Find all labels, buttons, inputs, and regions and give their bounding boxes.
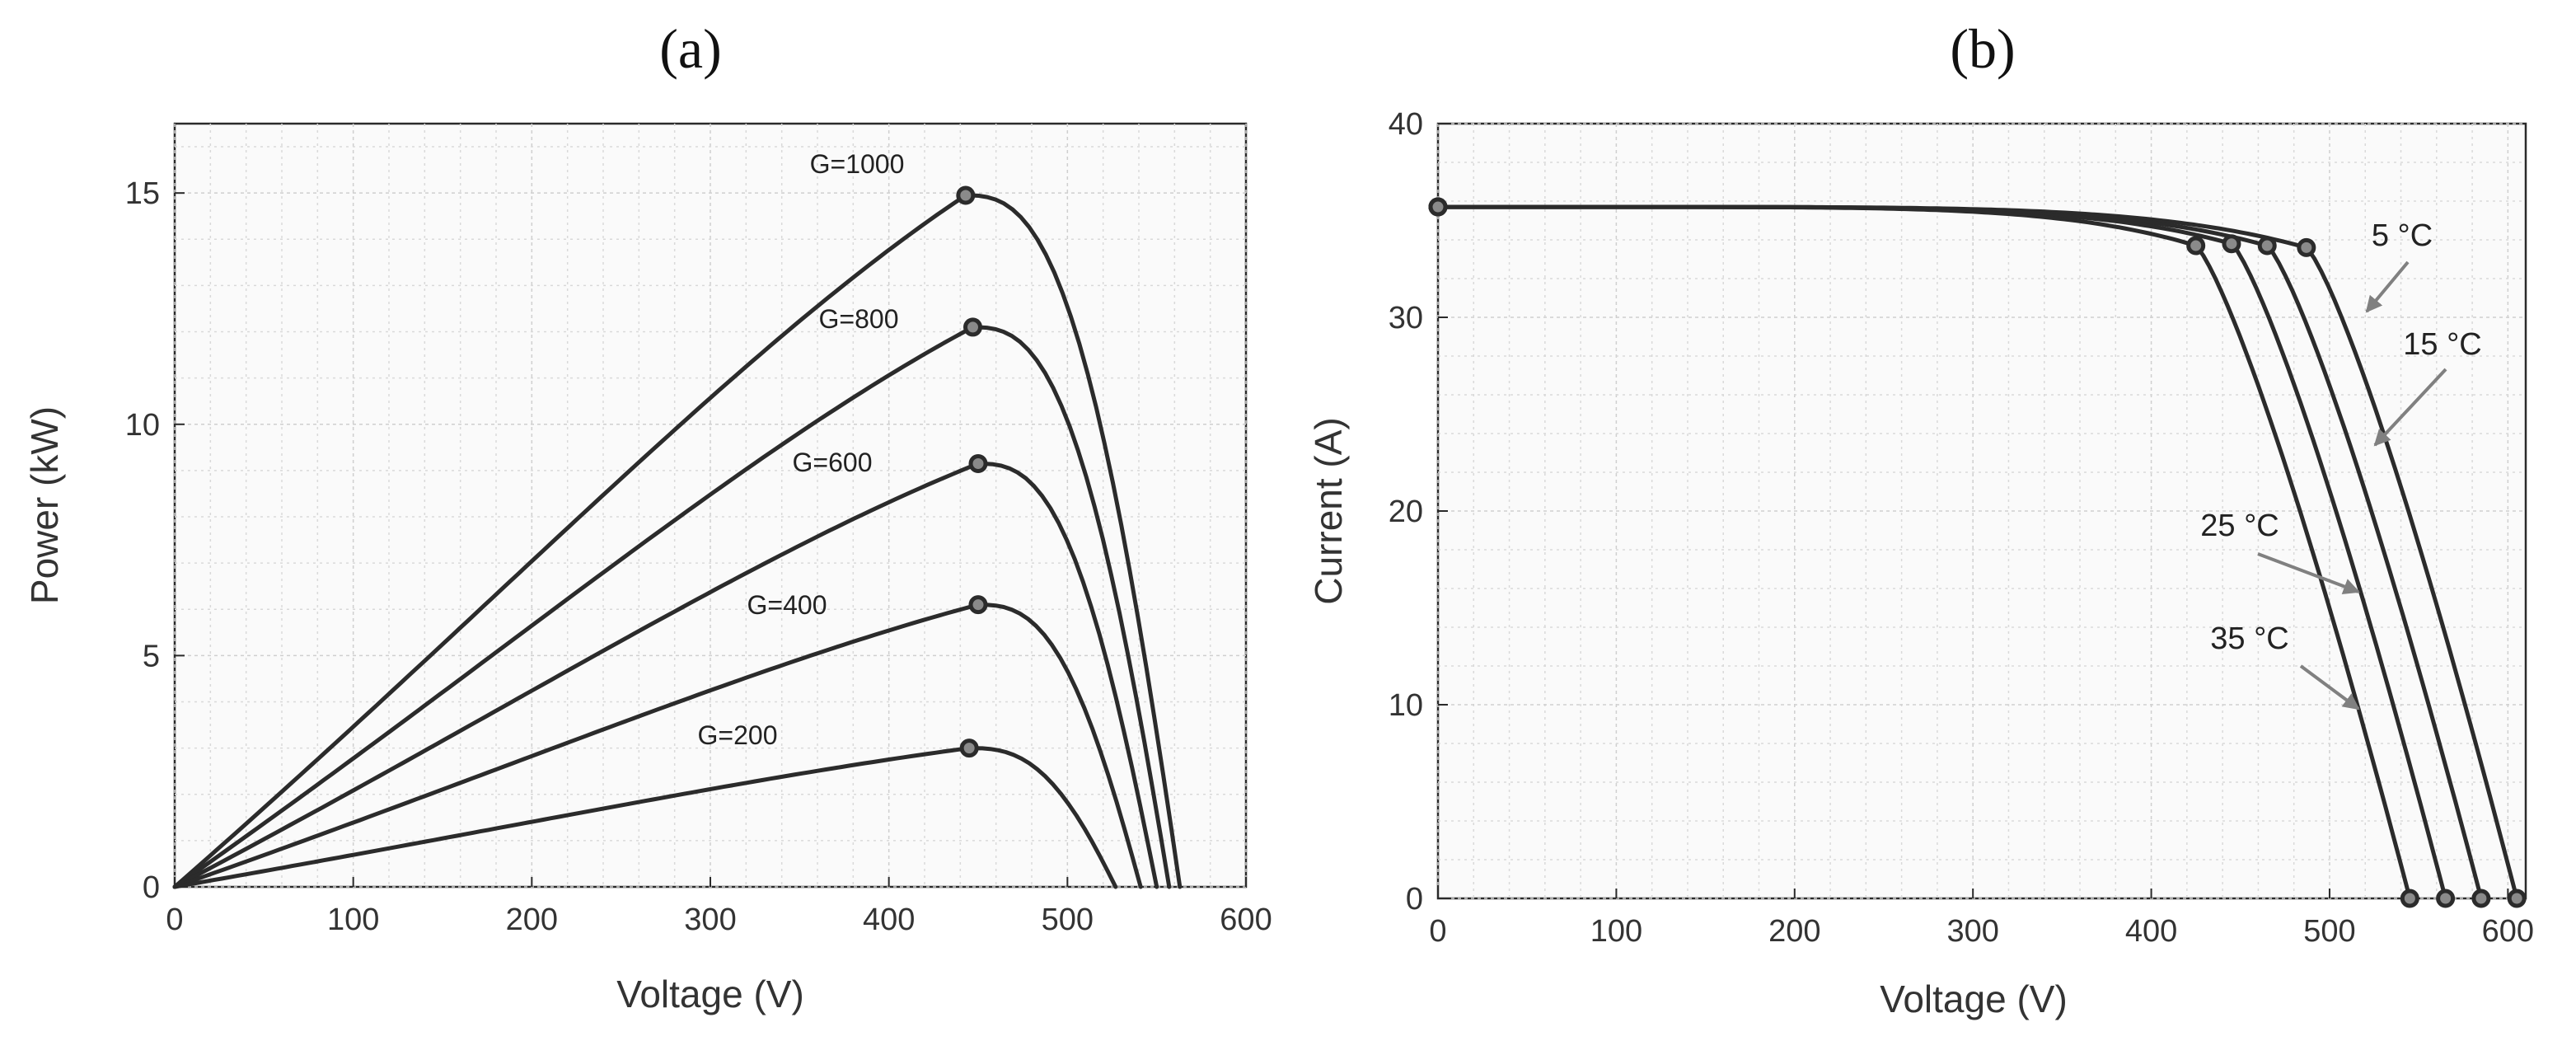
chart-a-y-label: Power (kW) <box>23 406 66 604</box>
series-label: G=800 <box>819 304 899 334</box>
annotation-arrow <box>2299 664 2360 710</box>
x-tick-label: 400 <box>863 903 915 937</box>
x-tick-label: 400 <box>2125 914 2177 949</box>
voc-point <box>2507 889 2527 908</box>
mpp-point <box>2222 234 2241 254</box>
chart-b-y-ticks: 0 10 20 30 40 <box>1389 107 1448 917</box>
y-tick-label: 5 <box>143 639 160 673</box>
series-label: 5 °C <box>2372 218 2433 253</box>
y-tick-label: 10 <box>125 408 160 443</box>
series-label: G=1000 <box>810 149 905 179</box>
voc-point <box>2471 889 2491 908</box>
y-tick-label: 20 <box>1389 495 1423 529</box>
chart-a-markers <box>956 185 988 758</box>
x-tick-label: 300 <box>684 903 736 937</box>
mpp-point <box>968 453 988 473</box>
annotation-arrow <box>2365 260 2410 313</box>
chart-a-series-labels: G=1000 G=800 G=600 G=400 G=200 <box>698 149 905 750</box>
x-tick-label: 100 <box>1590 914 1642 949</box>
chart-a-title: (a) <box>659 17 721 80</box>
chart-b-curves <box>1436 204 2519 901</box>
chart-a: (a) 0 100 200 300 400 500 600 0 5 10 15 G=1000 G=8… <box>23 17 1272 1015</box>
x-tick-label: 600 <box>2482 914 2534 949</box>
x-tick-label: 600 <box>1220 903 1272 937</box>
series-line <box>172 462 1159 889</box>
series-label: 25 °C <box>2200 509 2279 543</box>
series-line <box>172 325 1172 889</box>
chart-b-x-label: Voltage (V) <box>1880 978 2068 1020</box>
y-tick-label: 30 <box>1389 301 1423 335</box>
annotation-arrow <box>2373 368 2447 447</box>
mpp-point <box>2186 236 2206 256</box>
chart-b-markers <box>1428 197 2527 908</box>
chart-b: (b) 0 100 200 300 400 500 600 0 10 20 30 40 5 °C 15… <box>1307 17 2534 1020</box>
mpp-point <box>2257 236 2277 256</box>
chart-b-series-labels: 5 °C 15 °C 25 °C 35 °C <box>2200 218 2482 710</box>
chart-a-y-ticks: 0 5 10 15 <box>125 176 185 905</box>
series-label: G=400 <box>747 590 827 620</box>
voc-point <box>2436 889 2456 908</box>
y-tick-label: 40 <box>1389 107 1423 142</box>
series-line <box>172 746 1118 889</box>
series-label: 15 °C <box>2403 327 2481 362</box>
chart-b-title: (b) <box>1950 17 2015 80</box>
x-tick-label: 100 <box>327 903 379 937</box>
chart-b-x-ticks: 0 100 200 300 400 500 600 <box>1429 889 2534 949</box>
mpp-point <box>963 317 982 337</box>
x-tick-label: 500 <box>1042 903 1094 937</box>
y-tick-label: 0 <box>143 870 160 905</box>
x-tick-label: 200 <box>1768 914 1820 949</box>
chart-a-x-ticks: 0 100 200 300 400 500 600 <box>166 877 1272 937</box>
mpp-point <box>2297 237 2316 257</box>
chart-b-y-label: Current (A) <box>1307 417 1350 604</box>
series-label: G=200 <box>698 720 778 750</box>
x-tick-label: 500 <box>2303 914 2355 949</box>
series-line <box>172 193 1183 889</box>
x-tick-label: 200 <box>506 903 558 937</box>
x-tick-label: 0 <box>1429 914 1446 949</box>
y-tick-label: 10 <box>1389 688 1423 723</box>
x-tick-label: 0 <box>166 903 183 937</box>
series-label: G=600 <box>793 448 873 477</box>
series-line <box>1436 204 2412 901</box>
mpp-point <box>956 185 976 205</box>
y-tick-label: 0 <box>1406 882 1423 917</box>
voc-point <box>2400 889 2419 908</box>
chart-a-x-label: Voltage (V) <box>616 973 804 1015</box>
x-tick-label: 300 <box>1946 914 1998 949</box>
annotation-arrow <box>2257 552 2360 595</box>
y-tick-label: 15 <box>125 176 160 211</box>
series-label: 35 °C <box>2210 621 2288 656</box>
isc-point <box>1428 197 1448 217</box>
mpp-point <box>968 595 988 615</box>
mpp-point <box>959 739 979 758</box>
